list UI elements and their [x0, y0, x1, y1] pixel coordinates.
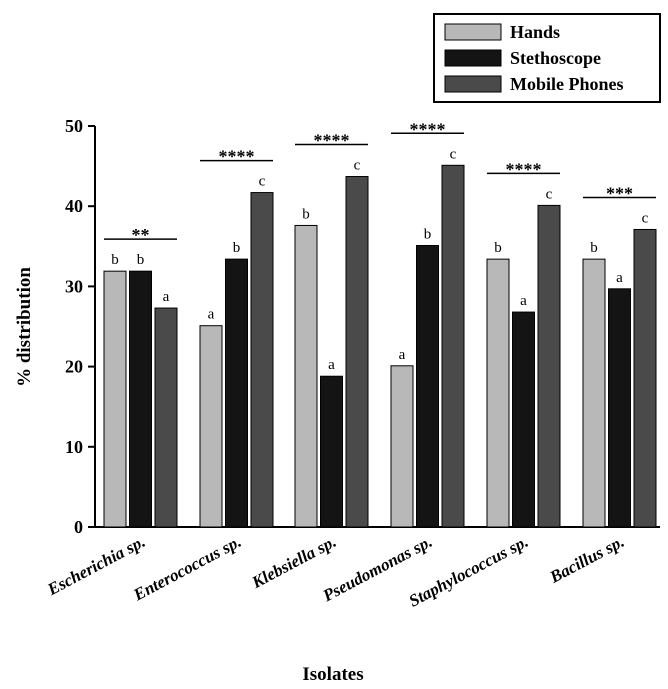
axes: [94, 126, 660, 528]
group-letter-label: c: [259, 174, 266, 190]
significance-stars: ***: [606, 183, 633, 203]
y-tick-label: 40: [65, 196, 83, 216]
bar-mobile-phones: [537, 204, 561, 528]
legend-label: Mobile Phones: [510, 74, 624, 94]
bar-hands: [199, 325, 223, 528]
bar-stethoscope: [320, 375, 343, 528]
legend-label: Stethoscope: [510, 48, 601, 68]
group-letter-label: c: [546, 186, 553, 202]
group-letter-label: c: [354, 158, 361, 174]
bar-stethoscope: [129, 270, 152, 528]
significance-stars: **: [132, 225, 150, 245]
group-letter-label: a: [208, 307, 215, 323]
y-tick-label: 50: [65, 116, 83, 136]
x-tick-label: Klebsiella sp.: [248, 532, 340, 593]
group-letter-label: a: [328, 357, 335, 373]
bar-hands: [582, 258, 606, 528]
legend: Hands Stethoscope Mobile Phones: [433, 13, 661, 103]
bar-stethoscope: [512, 311, 535, 528]
group-letter-label: b: [590, 240, 598, 256]
bar-hands: [294, 224, 318, 528]
y-tick-label: 20: [65, 357, 83, 377]
bar-hands: [390, 365, 414, 528]
significance-stars: ****: [219, 147, 255, 167]
group-letter-label: a: [399, 347, 406, 363]
group-letter-label: c: [450, 146, 457, 162]
group-letter-label: b: [302, 206, 310, 222]
x-axis-label: Isolates: [302, 664, 363, 685]
significance-stars: ****: [506, 159, 542, 179]
group-letter-label: b: [233, 240, 241, 256]
group-letter-label: a: [616, 270, 623, 286]
bar-mobile-phones: [345, 176, 369, 528]
group-letter-label: b: [137, 252, 145, 268]
bar-hands: [486, 258, 510, 528]
significance-letters: b a b a b b b b a b a a a c c c c c: [111, 146, 648, 373]
y-tick-label: 10: [65, 437, 83, 457]
group-letter-label: a: [163, 289, 170, 305]
significance-stars: ****: [314, 131, 350, 151]
bar-mobile-phones: [154, 307, 178, 528]
significance-stars: ****: [410, 119, 446, 139]
bar-mobile-phones: [441, 164, 465, 528]
y-axis-label: % distribution: [14, 267, 35, 387]
legend-swatch: [444, 49, 502, 67]
legend-label: Hands: [510, 22, 560, 42]
x-tick-labels: Escherichia sp.Enterococcus sp. Klebsiell…: [43, 532, 627, 611]
bar-stethoscope: [416, 244, 439, 528]
group-letter-label: a: [520, 293, 527, 309]
legend-swatch: [444, 75, 502, 93]
bar-stethoscope: [225, 258, 248, 528]
legend-swatch: [444, 23, 502, 41]
group-letter-label: b: [494, 240, 502, 256]
bars: [103, 164, 657, 528]
x-tick-label: Enterococcus sp.: [130, 532, 245, 605]
y-tick-label: 0: [74, 517, 83, 537]
y-tick-label: 30: [65, 276, 83, 296]
bar-stethoscope: [608, 288, 631, 528]
legend-frame: [433, 13, 661, 103]
y-ticks: 0 10 20 30 40 50: [65, 116, 95, 537]
significance-markers: *********************: [104, 119, 656, 245]
bar-mobile-phones: [633, 228, 657, 528]
group-letter-label: c: [642, 210, 649, 226]
x-tick-label: Bacillus sp.: [546, 532, 628, 587]
group-letter-label: b: [111, 252, 119, 268]
group-letter-label: b: [424, 226, 432, 242]
bar-hands: [103, 270, 127, 528]
bar-mobile-phones: [250, 192, 274, 528]
